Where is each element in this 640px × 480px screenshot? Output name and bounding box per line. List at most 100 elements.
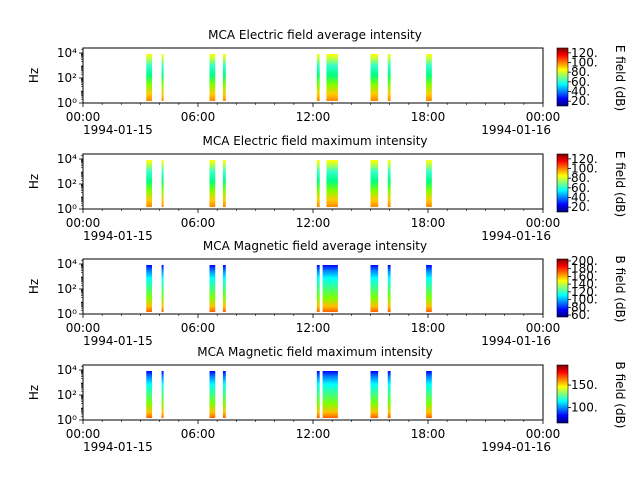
y-tick-label: 10² bbox=[57, 177, 77, 191]
burst-9 bbox=[426, 160, 432, 207]
panel-title: MCA Magnetic field average intensity bbox=[203, 239, 427, 253]
x-tick-label: 12:00 bbox=[296, 216, 331, 230]
y-tick-label: 10⁰ bbox=[57, 96, 77, 110]
colorbar-tick-label: 20. bbox=[571, 200, 590, 214]
burst-1 bbox=[146, 265, 152, 312]
burst-5 bbox=[316, 54, 320, 101]
colorbar-tick-label: 100. bbox=[571, 293, 598, 307]
y-tick-label: 10⁰ bbox=[57, 307, 77, 321]
burst-6 bbox=[322, 265, 338, 312]
colorbar-tick-label: 200. bbox=[571, 254, 598, 268]
burst-4 bbox=[222, 371, 226, 418]
panel-title: MCA Magnetic field maximum intensity bbox=[197, 345, 433, 359]
x-tick-label: 00:00 bbox=[526, 321, 561, 335]
colorbar-tick-label: 150. bbox=[571, 378, 598, 392]
burst-8 bbox=[387, 160, 391, 207]
y-tick-label: 10⁰ bbox=[57, 202, 77, 216]
x-tick-label: 00:00 bbox=[66, 427, 101, 441]
colorbar-tick-label: 60. bbox=[571, 308, 590, 322]
x-end-date: 1994-01-16 bbox=[481, 123, 551, 137]
burst-7 bbox=[370, 265, 379, 312]
burst-1 bbox=[146, 160, 152, 207]
burst-5 bbox=[316, 160, 320, 207]
colorbar-tick-label: 80. bbox=[571, 65, 590, 79]
burst-4 bbox=[222, 54, 226, 101]
x-end-date: 1994-01-16 bbox=[481, 440, 551, 454]
panel-3: MCA Magnetic field average intensity Hz 10… bbox=[27, 239, 627, 348]
colorbar bbox=[557, 48, 568, 106]
colorbar-label: B field (dB) bbox=[613, 256, 627, 323]
colorbar-frame bbox=[556, 364, 569, 424]
burst-2 bbox=[161, 265, 164, 312]
x-tick-label: 18:00 bbox=[411, 110, 446, 124]
x-tick-label: 06:00 bbox=[181, 427, 216, 441]
panel-2: MCA Electric field maximum intensity Hz 10… bbox=[27, 134, 627, 243]
burst-5 bbox=[316, 371, 320, 418]
y-axis-label: Hz bbox=[27, 279, 41, 294]
x-tick-label: 18:00 bbox=[411, 427, 446, 441]
x-tick-label: 12:00 bbox=[296, 427, 331, 441]
burst-9 bbox=[426, 371, 432, 418]
colorbar-tick-label: 100. bbox=[571, 400, 598, 414]
x-tick-label: 00:00 bbox=[66, 110, 101, 124]
x-start-date: 1994-01-15 bbox=[83, 440, 153, 454]
colorbar-label: B field (dB) bbox=[613, 362, 627, 429]
y-axis-label: Hz bbox=[27, 174, 41, 189]
y-tick-label: 10² bbox=[57, 388, 77, 402]
x-end-date: 1994-01-16 bbox=[481, 334, 551, 348]
colorbar-tick-label: 60. bbox=[571, 181, 590, 195]
panel-title: MCA Electric field maximum intensity bbox=[202, 134, 427, 148]
x-tick-label: 00:00 bbox=[526, 110, 561, 124]
x-tick-label: 12:00 bbox=[296, 321, 331, 335]
burst-2 bbox=[161, 54, 164, 101]
y-axis-label: Hz bbox=[27, 385, 41, 400]
burst-6 bbox=[326, 160, 338, 207]
burst-3 bbox=[209, 54, 216, 101]
burst-7 bbox=[370, 371, 379, 418]
y-axis-label: Hz bbox=[27, 68, 41, 83]
x-tick-label: 00:00 bbox=[526, 427, 561, 441]
colorbar-tick-label: 100. bbox=[571, 56, 598, 70]
panel-4: MCA Magnetic field maximum intensity Hz 10… bbox=[27, 345, 627, 454]
y-tick-label: 10⁴ bbox=[57, 257, 77, 271]
x-tick-label: 18:00 bbox=[411, 321, 446, 335]
panel-1: MCA Electric field average intensity Hz 10… bbox=[27, 28, 627, 137]
burst-8 bbox=[387, 265, 391, 312]
colorbar-tick-label: 40. bbox=[571, 191, 590, 205]
colorbar-tick-label: 180. bbox=[571, 262, 598, 276]
burst-2 bbox=[161, 371, 164, 418]
burst-1 bbox=[146, 54, 152, 101]
colorbar-frame bbox=[556, 258, 569, 318]
burst-7 bbox=[370, 54, 379, 101]
y-tick-label: 10² bbox=[57, 282, 77, 296]
x-tick-label: 00:00 bbox=[66, 216, 101, 230]
burst-5 bbox=[316, 265, 320, 312]
burst-4 bbox=[222, 265, 226, 312]
x-tick-label: 12:00 bbox=[296, 110, 331, 124]
colorbar-frame bbox=[556, 153, 569, 213]
burst-1 bbox=[146, 371, 152, 418]
burst-3 bbox=[209, 265, 216, 312]
colorbar-tick-label: 120. bbox=[571, 46, 598, 60]
burst-6 bbox=[326, 54, 338, 101]
colorbar-tick-label: 100. bbox=[571, 162, 598, 176]
colorbar-tick-label: 120. bbox=[571, 285, 598, 299]
x-tick-label: 00:00 bbox=[526, 216, 561, 230]
x-tick-label: 06:00 bbox=[181, 216, 216, 230]
burst-9 bbox=[426, 54, 432, 101]
burst-2 bbox=[161, 160, 164, 207]
x-tick-label: 06:00 bbox=[181, 321, 216, 335]
x-tick-label: 06:00 bbox=[181, 110, 216, 124]
panel-title: MCA Electric field average intensity bbox=[208, 28, 422, 42]
colorbar-tick-label: 60. bbox=[571, 75, 590, 89]
y-tick-label: 10⁴ bbox=[57, 46, 77, 60]
x-start-date: 1994-01-15 bbox=[83, 123, 153, 137]
colorbar-label: E field (dB) bbox=[613, 45, 627, 111]
burst-6 bbox=[322, 371, 338, 418]
burst-9 bbox=[426, 265, 432, 312]
x-start-date: 1994-01-15 bbox=[83, 229, 153, 243]
colorbar-tick-label: 140. bbox=[571, 277, 598, 291]
colorbar-frame bbox=[556, 47, 569, 107]
y-tick-label: 10⁰ bbox=[57, 413, 77, 427]
